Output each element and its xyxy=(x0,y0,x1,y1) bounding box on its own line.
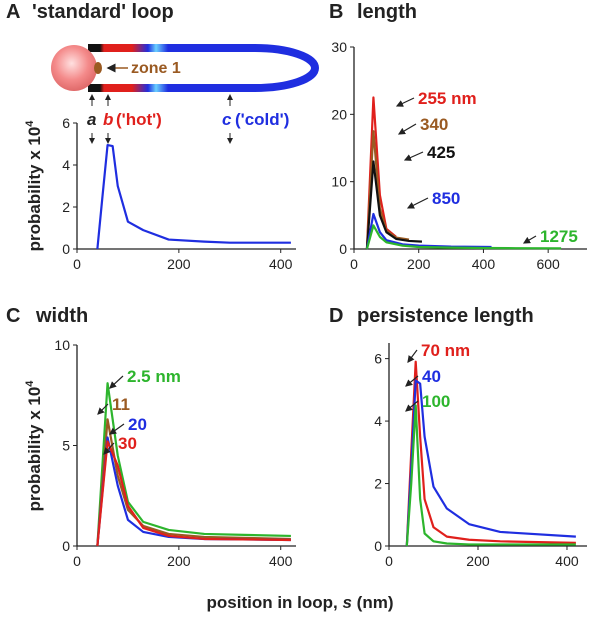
x-tick-label: 400 xyxy=(269,553,293,569)
x-tick-label: 600 xyxy=(536,256,560,272)
label-arrow xyxy=(403,151,424,161)
series-label: 40 xyxy=(422,367,441,386)
b-label: b xyxy=(103,110,113,129)
series-label: 100 xyxy=(422,392,450,411)
y-tick-label: 6 xyxy=(62,115,70,131)
y-label-text: probability x 10 xyxy=(25,127,44,252)
zone-label: zone 1 xyxy=(131,60,181,77)
x-tick-label: 0 xyxy=(73,553,81,569)
x-tick-label: 200 xyxy=(167,256,191,272)
y-tick-label: 0 xyxy=(62,241,70,257)
x-tick-label: 400 xyxy=(555,553,579,569)
c-note: ('cold') xyxy=(235,110,289,129)
label-arrow xyxy=(407,349,418,363)
y-label-text: probability x 10 xyxy=(25,387,44,512)
panel-letter: A xyxy=(6,1,20,23)
label-arrow xyxy=(397,123,417,135)
panel-letter: D xyxy=(329,305,343,327)
series-line xyxy=(365,96,397,250)
series-line xyxy=(365,130,410,250)
y-axis-label: probability x 104 xyxy=(24,380,44,512)
y-tick-label: 4 xyxy=(62,157,70,173)
series-line xyxy=(365,224,562,250)
series-label: 70 nm xyxy=(421,341,470,360)
x-tick-label: 0 xyxy=(350,256,358,272)
panel-title: width xyxy=(35,305,88,327)
x-tick-label: 400 xyxy=(269,256,293,272)
series-label: 1275 xyxy=(540,227,578,246)
panel-title: 'standard' loop xyxy=(32,1,174,23)
axes xyxy=(353,47,587,250)
panel: A 'standard' loop 0 2 4 6 0 200 400 probability x… xyxy=(6,1,296,272)
series-label: 340 xyxy=(420,115,448,134)
panel-letter: C xyxy=(6,305,20,327)
y-tick-label: 2 xyxy=(62,199,70,215)
label-arrow xyxy=(109,375,124,389)
series-line xyxy=(365,160,423,250)
label-arrow xyxy=(103,442,115,455)
series-label: 11 xyxy=(112,395,130,414)
x-tick-label: 400 xyxy=(472,256,496,272)
a-label: a xyxy=(87,110,96,129)
series-label: 850 xyxy=(432,189,460,208)
y-tick-label: 6 xyxy=(374,351,382,367)
series-line xyxy=(96,143,291,250)
c-label: c xyxy=(222,110,232,129)
label-arrow xyxy=(522,235,537,244)
y-tick-label: 30 xyxy=(331,39,347,55)
label-arrow xyxy=(405,375,419,387)
label-arrow xyxy=(405,400,419,412)
y-label-sup: 4 xyxy=(24,380,36,387)
series-label: 425 xyxy=(427,143,455,162)
x-axis-label: position in loop, s (nm) xyxy=(207,593,394,612)
y-tick-label: 2 xyxy=(374,476,382,492)
axes xyxy=(76,123,296,250)
y-tick-label: 0 xyxy=(374,538,382,554)
series-line xyxy=(405,404,576,547)
y-tick-label: 0 xyxy=(62,538,70,554)
x-tick-label: 0 xyxy=(385,553,393,569)
series-label: 30 xyxy=(118,434,137,453)
series-label: 255 nm xyxy=(418,89,477,108)
label-arrow xyxy=(109,423,125,435)
series-line xyxy=(405,379,576,547)
series-line xyxy=(405,360,576,547)
label-arrow xyxy=(97,403,109,415)
x-tick-label: 200 xyxy=(466,553,490,569)
y-axis-label: probability x 104 xyxy=(24,120,44,252)
loop-diagram: zone 1 a b ('hot') c ('cold') xyxy=(51,44,319,144)
y-tick-label: 4 xyxy=(374,413,382,429)
y-tick-label: 5 xyxy=(62,438,70,454)
panel-title: persistence length xyxy=(357,305,534,327)
panel-title: length xyxy=(357,1,417,23)
series-label: 2.5 nm xyxy=(127,367,181,386)
panel-letter: B xyxy=(329,1,343,23)
label-arrow xyxy=(395,97,415,107)
series-label: 20 xyxy=(128,415,147,434)
label-arrow xyxy=(406,197,429,209)
x-tick-label: 200 xyxy=(167,553,191,569)
x-tick-label: 200 xyxy=(407,256,431,272)
axes xyxy=(388,343,587,547)
y-label-sup: 4 xyxy=(24,120,36,127)
y-tick-label: 10 xyxy=(54,337,70,353)
series-line xyxy=(96,382,291,547)
y-tick-label: 10 xyxy=(331,174,347,190)
b-note: ('hot') xyxy=(116,110,162,129)
series-line xyxy=(96,440,291,547)
x-tick-label: 0 xyxy=(73,256,81,272)
y-tick-label: 0 xyxy=(339,241,347,257)
y-tick-label: 20 xyxy=(331,106,347,122)
